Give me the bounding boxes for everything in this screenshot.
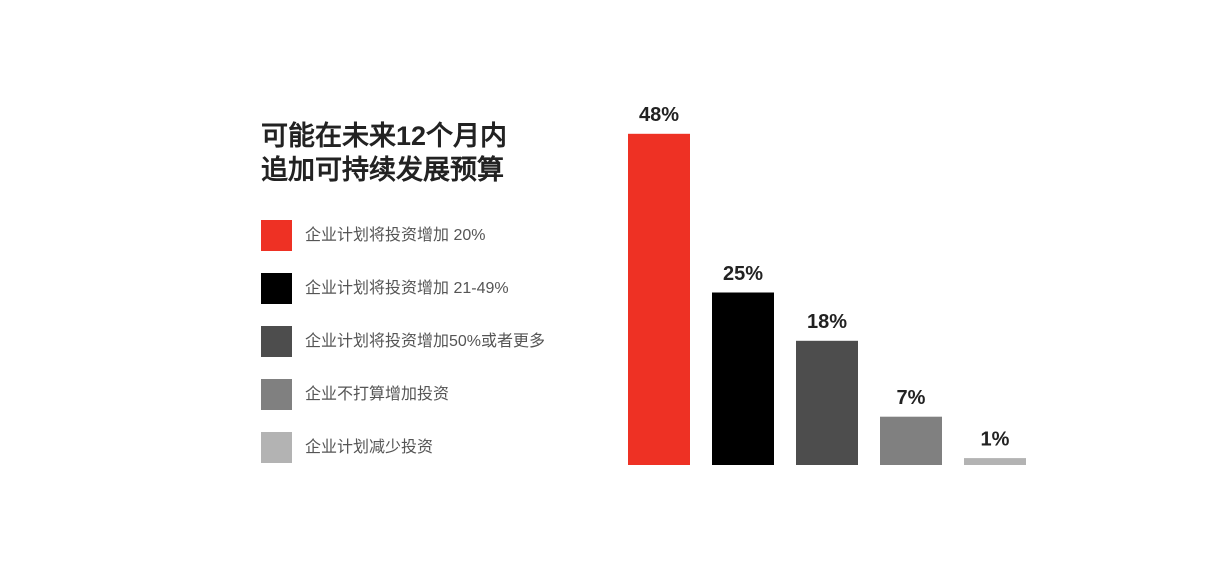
bar bbox=[796, 340, 858, 465]
legend-label: 企业计划将投资增加 20% bbox=[305, 226, 485, 244]
bar bbox=[964, 458, 1026, 465]
legend-swatch bbox=[261, 326, 292, 357]
bar bbox=[712, 292, 774, 465]
legend-swatch bbox=[261, 220, 292, 251]
legend-swatch bbox=[261, 273, 292, 304]
value-label: 1% bbox=[981, 428, 1010, 450]
chart-title: 可能在未来12个月内 bbox=[261, 120, 507, 151]
legend-label: 企业计划将投资增加 21-49% bbox=[305, 279, 509, 297]
bar bbox=[628, 133, 690, 466]
legend-swatch bbox=[261, 379, 292, 410]
legend-label: 企业不打算增加投资 bbox=[305, 384, 449, 403]
chart-title: 追加可持续发展预算 bbox=[261, 154, 504, 185]
legend-label: 企业计划将投资增加50%或者更多 bbox=[305, 332, 545, 350]
value-label: 48% bbox=[639, 104, 679, 126]
value-label: 25% bbox=[723, 263, 763, 285]
bar bbox=[880, 416, 942, 465]
legend-label: 企业计划减少投资 bbox=[305, 438, 433, 456]
value-label: 18% bbox=[807, 311, 847, 333]
legend-swatch bbox=[261, 432, 292, 463]
value-label: 7% bbox=[897, 387, 926, 409]
